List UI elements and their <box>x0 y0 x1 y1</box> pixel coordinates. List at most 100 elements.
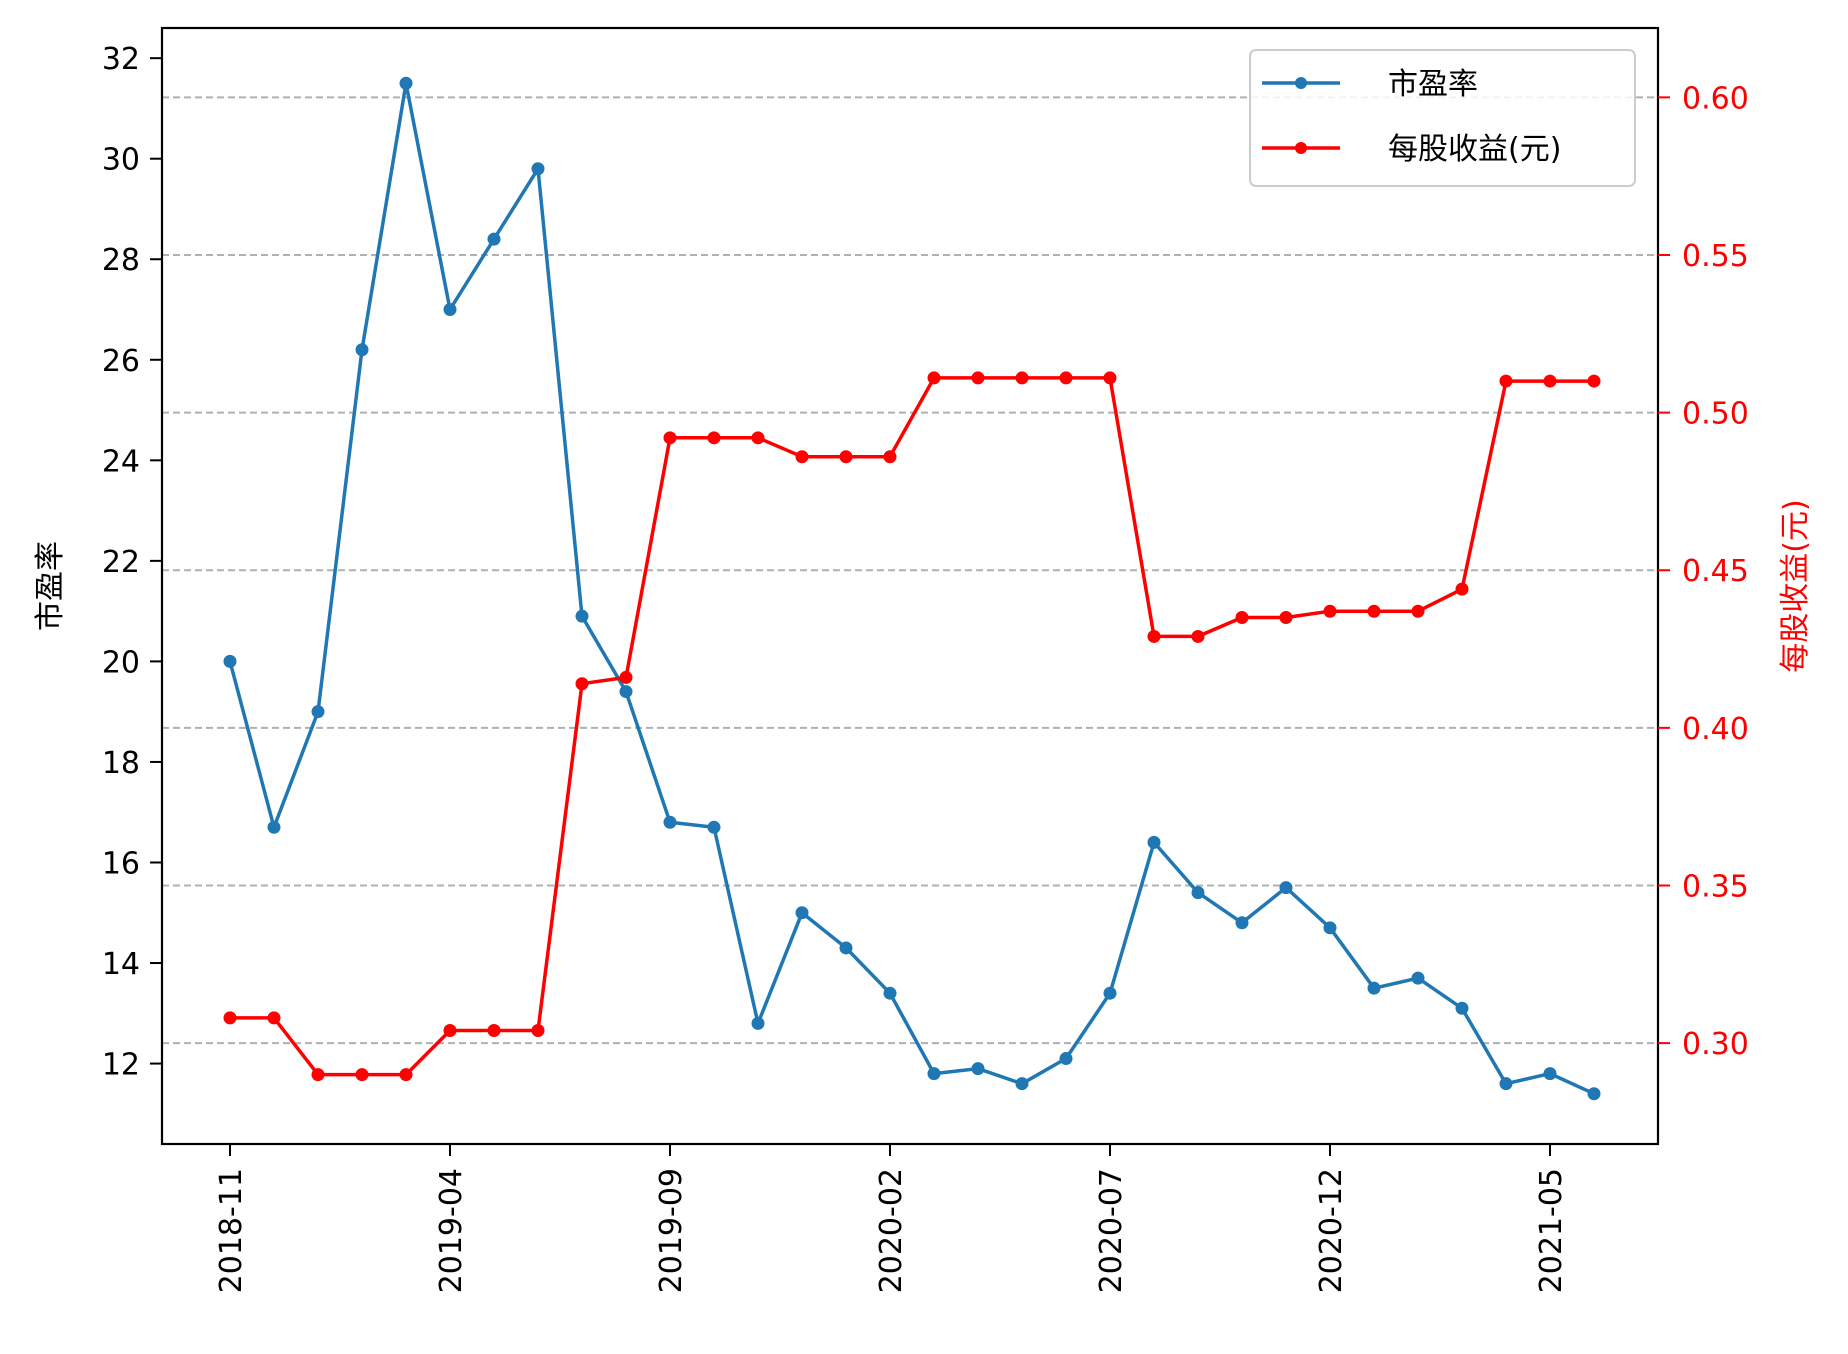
series-0-point <box>1191 886 1205 900</box>
y-tick-label-left: 32 <box>102 42 140 77</box>
series-1-point <box>1279 611 1293 625</box>
series-0-point <box>1543 1067 1557 1081</box>
series-1-point <box>927 371 941 385</box>
legend-marker-pe <box>1295 77 1307 89</box>
series-1-point <box>1587 374 1601 388</box>
y-tick-label-left: 22 <box>102 545 140 580</box>
y-tick-label-left: 24 <box>102 444 140 479</box>
series-0-point <box>619 685 633 699</box>
y-tick-label-left: 12 <box>102 1048 140 1083</box>
y-tick-label-right: 0.35 <box>1682 869 1749 904</box>
series-1-point <box>311 1068 325 1082</box>
series-1-point <box>1499 374 1513 388</box>
y-tick-label-left: 26 <box>102 344 140 379</box>
series-layer <box>223 76 1601 1101</box>
x-tick-label: 2019-09 <box>654 1168 689 1293</box>
series-0-point <box>1235 916 1249 930</box>
series-1-point <box>399 1068 413 1082</box>
y-axis-label-right: 每股收益(元) <box>1778 499 1813 672</box>
series-1-point <box>1323 604 1337 618</box>
series-1-point <box>223 1011 237 1025</box>
legend-label-eps: 每股收益(元) <box>1388 132 1561 167</box>
series-0-point <box>795 906 809 920</box>
series-1-point <box>1455 582 1469 596</box>
legend-box <box>1249 49 1636 187</box>
x-tick-label: 2020-07 <box>1094 1168 1129 1293</box>
series-0-point <box>1103 986 1117 1000</box>
series-1-point <box>575 677 589 691</box>
series-0-point <box>1279 881 1293 895</box>
y-tick-label-left: 20 <box>102 645 140 680</box>
series-1-point <box>1103 371 1117 385</box>
series-0-point <box>531 162 545 176</box>
series-1-point <box>1367 604 1381 618</box>
series-0-point <box>1367 981 1381 995</box>
series-0-point <box>1411 971 1425 985</box>
series-0-point <box>839 941 853 955</box>
legend: 市盈率 每股收益(元) <box>1249 49 1636 187</box>
series-0-point <box>1499 1077 1513 1091</box>
y-tick-label-right: 0.50 <box>1682 397 1749 432</box>
y-tick-label-left: 18 <box>102 746 140 781</box>
y-tick-label-left: 28 <box>102 243 140 278</box>
series-0-point <box>355 343 369 357</box>
series-0-point <box>883 986 897 1000</box>
y-tick-label-right: 0.45 <box>1682 554 1749 589</box>
series-1-point <box>1059 371 1073 385</box>
series-0-point <box>927 1067 941 1081</box>
y-tick-label-left: 30 <box>102 143 140 178</box>
series-1-point <box>1191 629 1205 643</box>
x-tick-label: 2019-04 <box>434 1168 469 1293</box>
series-0-point <box>1587 1087 1601 1101</box>
series-1-point <box>663 431 677 445</box>
legend-marker-eps <box>1295 142 1307 154</box>
series-1-point <box>707 431 721 445</box>
series-0-point <box>1455 1001 1469 1015</box>
series-0-point <box>267 820 281 834</box>
series-0-point <box>1015 1077 1029 1091</box>
series-1-point <box>1411 604 1425 618</box>
series-1-point <box>795 450 809 464</box>
series-line-1 <box>230 376 1594 1077</box>
x-tick-label: 2021-05 <box>1534 1168 1569 1293</box>
series-0-point <box>707 820 721 834</box>
series-0-point <box>487 232 501 246</box>
y-tick-label-left: 14 <box>102 947 140 982</box>
series-1-point <box>1015 371 1029 385</box>
series-0-point <box>575 609 589 623</box>
series-1-point <box>751 431 765 445</box>
y-tick-label-right: 0.30 <box>1682 1027 1749 1062</box>
legend-label-pe: 市盈率 <box>1388 67 1478 102</box>
series-1-point <box>531 1024 545 1038</box>
series-0-point <box>311 705 325 719</box>
series-0-point <box>751 1016 765 1030</box>
series-0-point <box>1147 835 1161 849</box>
series-0-point <box>399 76 413 90</box>
series-1-point <box>619 670 633 684</box>
series-1-point <box>971 371 985 385</box>
series-0-point <box>971 1062 985 1076</box>
series-0-point <box>1059 1052 1073 1066</box>
series-0-point <box>663 815 677 829</box>
series-1-point <box>267 1011 281 1025</box>
y-tick-label-left: 16 <box>102 846 140 881</box>
series-0-point <box>223 654 237 668</box>
series-1-point <box>443 1024 457 1038</box>
series-line-0 <box>228 81 1595 1096</box>
y-tick-label-right: 0.60 <box>1682 81 1749 116</box>
series-0-point <box>1323 921 1337 935</box>
series-1-point <box>883 450 897 464</box>
series-1-point <box>487 1024 501 1038</box>
y-axis-label-left: 市盈率 <box>33 541 68 631</box>
axis-layer: 0.30 0.35 0.40 0.45 0.50 0.55 0.60 12 14 16 18 20 22… <box>102 42 1749 1293</box>
series-1-point <box>355 1068 369 1082</box>
y-tick-label-right: 0.55 <box>1682 239 1749 274</box>
x-tick-label: 2018-11 <box>214 1168 249 1293</box>
series-1-point <box>839 450 853 464</box>
x-tick-label: 2020-02 <box>874 1168 909 1293</box>
plot-frame <box>160 26 1660 1146</box>
series-1-point <box>1235 611 1249 625</box>
